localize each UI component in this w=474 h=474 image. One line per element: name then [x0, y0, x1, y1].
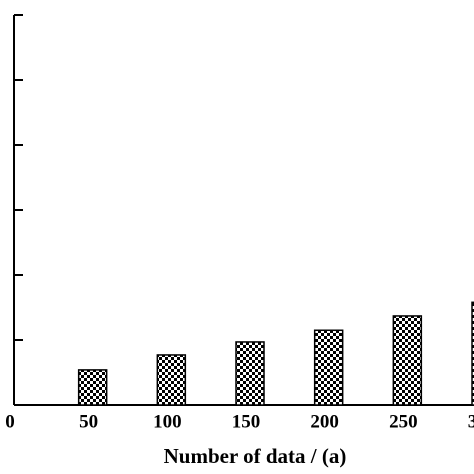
bar	[235, 341, 265, 406]
x-tick-label: 50	[79, 411, 98, 432]
bar	[392, 315, 423, 406]
x-tick-label: 100	[153, 411, 182, 432]
x-tick-label: 0	[5, 411, 15, 432]
x-axis-title: Number of data / (a)	[164, 444, 347, 468]
bar	[156, 354, 187, 406]
x-tick-label: 150	[232, 411, 261, 432]
x-tick-label: 250	[389, 411, 418, 432]
bar	[77, 369, 108, 406]
x-tick-label: 200	[310, 411, 339, 432]
bar	[471, 301, 474, 406]
x-tick-label: 300	[468, 411, 474, 432]
bar	[313, 329, 344, 406]
